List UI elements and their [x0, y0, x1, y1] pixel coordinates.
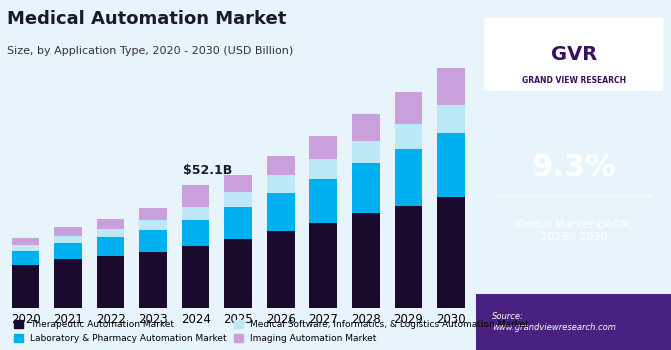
Bar	[267, 193, 295, 231]
Bar	[267, 156, 295, 175]
Bar	[352, 141, 380, 163]
Bar	[437, 68, 465, 105]
Bar	[309, 179, 337, 223]
Text: 9.3%: 9.3%	[531, 154, 616, 182]
Bar	[97, 237, 124, 256]
Text: $52.1B: $52.1B	[183, 164, 232, 177]
Text: GRAND VIEW RESEARCH: GRAND VIEW RESEARCH	[521, 76, 626, 85]
Bar	[11, 265, 40, 308]
Bar	[11, 251, 40, 265]
Bar	[182, 246, 209, 308]
Bar	[437, 105, 465, 133]
Text: GVR: GVR	[551, 45, 597, 64]
FancyBboxPatch shape	[484, 18, 663, 91]
Bar	[140, 220, 167, 230]
Bar	[54, 259, 82, 308]
Bar	[395, 92, 422, 124]
Text: Size, by Application Type, 2020 - 2030 (USD Billion): Size, by Application Type, 2020 - 2030 (…	[7, 46, 293, 56]
Bar	[182, 207, 209, 220]
Bar	[352, 163, 380, 213]
Bar	[267, 231, 295, 308]
Bar	[437, 197, 465, 308]
Bar	[352, 213, 380, 308]
Bar	[140, 230, 167, 252]
Bar	[182, 220, 209, 246]
Bar	[224, 175, 252, 192]
Bar	[11, 238, 40, 245]
Bar	[54, 236, 82, 243]
FancyBboxPatch shape	[476, 294, 671, 350]
Bar	[224, 207, 252, 239]
Bar	[97, 219, 124, 229]
Bar	[309, 136, 337, 159]
Text: Source:
www.grandviewresearch.com: Source: www.grandviewresearch.com	[492, 312, 616, 332]
Bar	[140, 209, 167, 220]
Text: Medical Automation Market: Medical Automation Market	[7, 10, 286, 28]
Bar	[309, 159, 337, 179]
Bar	[224, 192, 252, 207]
Bar	[54, 228, 82, 236]
Bar	[352, 114, 380, 141]
Bar	[395, 124, 422, 149]
Bar	[54, 243, 82, 259]
Bar	[11, 245, 40, 251]
Bar	[224, 239, 252, 308]
Bar	[97, 256, 124, 308]
Bar	[309, 223, 337, 308]
Text: Global Market CAGR,
2025 - 2030: Global Market CAGR, 2025 - 2030	[516, 220, 631, 242]
Bar	[267, 175, 295, 193]
Bar	[395, 149, 422, 206]
Legend: Therapeutic Automation Market, Laboratory & Pharmacy Automation Market, Medical : Therapeutic Automation Market, Laborator…	[11, 317, 531, 345]
Bar	[97, 229, 124, 237]
Bar	[182, 184, 209, 207]
Bar	[395, 206, 422, 308]
Bar	[140, 252, 167, 308]
Bar	[437, 133, 465, 197]
